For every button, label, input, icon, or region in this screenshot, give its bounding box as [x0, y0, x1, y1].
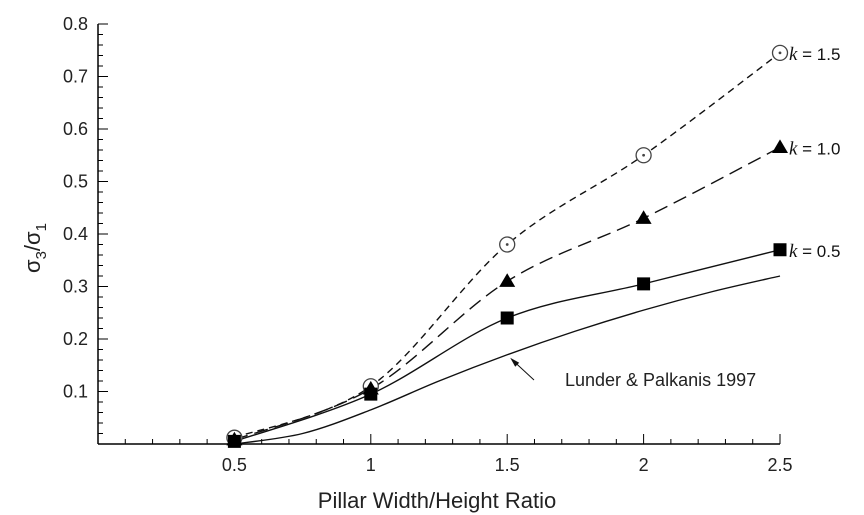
y-axis-title-slash: / [20, 244, 45, 251]
series-line [234, 275, 781, 445]
y-axis-title: σ3/σ1 [20, 223, 50, 273]
y-tick-label: 0.3 [63, 277, 88, 297]
series-label-value: = 1.0 [797, 139, 840, 158]
series-markers [226, 44, 789, 448]
x-axis-title: Pillar Width/Height Ratio [318, 488, 556, 513]
data-point [772, 139, 788, 153]
x-tick-label: 2 [639, 455, 649, 475]
y-tick-label: 0.4 [63, 224, 88, 244]
x-tick-label: 1.5 [495, 455, 520, 475]
y-axis-title-sub-1: 1 [33, 223, 50, 231]
x-tick-label: 0.5 [222, 455, 247, 475]
data-point [773, 243, 787, 257]
y-axis-title-sigma: σ [20, 259, 45, 273]
x-tick-label: 1 [366, 455, 376, 475]
data-point [635, 210, 652, 224]
data-point [364, 387, 378, 401]
series-line [234, 52, 781, 439]
data-point-center [642, 153, 645, 157]
series-label: k = 1.0 [789, 138, 840, 159]
y-tick-label: 0.5 [63, 172, 88, 192]
series-label-value: = 1.5 [797, 45, 840, 64]
series-label-k: k [789, 44, 798, 65]
ticks: 0.5 1 1.5 2 2.5 0.1 0.2 0.3 0.4 0.5 0.6 0.7 0.8 [63, 14, 793, 475]
series-labels: k = 1.5k = 1.0k = 0.5 [789, 44, 840, 262]
series-label-value: = 0.5 [797, 242, 840, 261]
y-tick-label: 0.8 [63, 14, 88, 34]
y-axis-title-sub-3: 3 [33, 251, 50, 259]
data-point [227, 434, 241, 448]
y-tick-label: 0.6 [63, 119, 88, 139]
annotations: Lunder & Palkanis 1997 [510, 357, 756, 390]
series-label-k: k [789, 138, 798, 159]
y-axis-title-sigma-2: σ [20, 231, 45, 245]
annotation-label: Lunder & Palkanis 1997 [565, 370, 756, 390]
data-point [500, 311, 514, 325]
data-point-center [505, 243, 509, 246]
annotation-arrowhead [510, 357, 520, 367]
series-label: k = 0.5 [789, 241, 840, 262]
series-label: k = 1.5 [789, 44, 840, 65]
data-point-center [778, 51, 782, 55]
series-line [234, 146, 781, 441]
data-point [499, 273, 516, 287]
series-label-k: k [789, 241, 798, 262]
x-tick-label: 2.5 [767, 455, 792, 475]
y-tick-label: 0.2 [63, 329, 88, 349]
y-tick-label: 0.1 [63, 382, 88, 402]
y-tick-label: 0.7 [63, 67, 88, 87]
data-point [637, 277, 651, 291]
